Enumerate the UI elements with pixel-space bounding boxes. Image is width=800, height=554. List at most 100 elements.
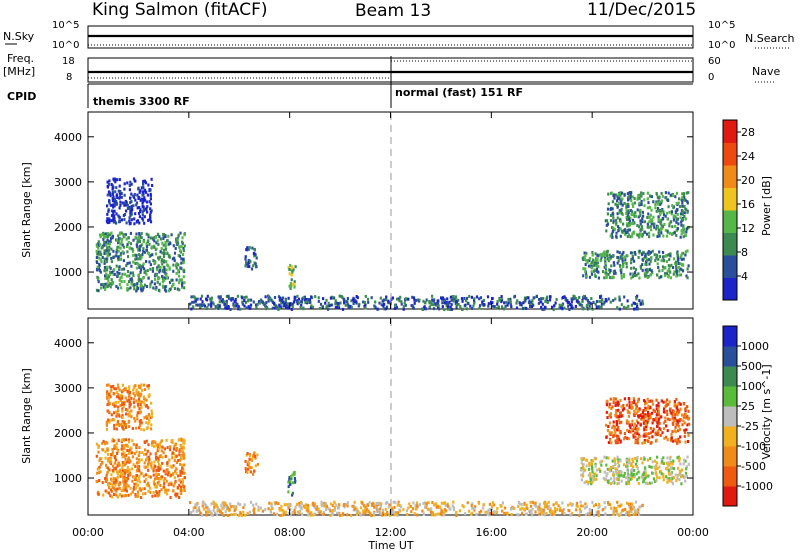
velocity-echo-cell — [628, 400, 631, 404]
velocity-echo-cell — [606, 480, 609, 483]
velocity-echo-cell — [177, 474, 180, 478]
power-echo-cell — [567, 304, 570, 308]
velocity-echo-cell — [657, 419, 660, 423]
power-echo-cell — [626, 254, 629, 258]
power-echo-cell — [137, 197, 140, 200]
power-echo-cell — [305, 300, 308, 304]
power-echo-cell — [616, 261, 619, 265]
velocity-echo-cell — [682, 462, 685, 466]
power-echo-cell — [129, 213, 132, 217]
velocity-echo-cell — [449, 507, 452, 511]
power-echo-cell — [620, 276, 623, 280]
velocity-echo-cell — [668, 418, 671, 422]
velocity-echo-cell — [651, 460, 654, 464]
power-echo-cell — [175, 278, 178, 282]
power-echo-cell — [119, 190, 122, 193]
velocity-echo-cell — [267, 507, 270, 511]
power-echo-cell — [121, 237, 124, 241]
power-echo-cell — [241, 300, 244, 304]
power-echo-cell — [145, 260, 148, 263]
power-echo-cell — [671, 204, 674, 208]
velocity-echo-cell — [458, 509, 461, 513]
velocity-echo-cell — [161, 461, 164, 465]
velocity-echo-cell — [675, 406, 678, 410]
velocity-echo-cell — [157, 447, 160, 451]
power-echo-cell — [126, 262, 129, 265]
velocity-echo-cell — [628, 430, 631, 433]
power-echo-cell — [646, 206, 649, 210]
power-echo-cell — [655, 227, 658, 231]
power-echo-cell — [138, 232, 141, 235]
velocity-echo-cell — [582, 457, 585, 461]
velocity-echo-cell — [538, 502, 541, 506]
power-echo-cell — [412, 296, 416, 300]
velocity-echo-cell — [207, 508, 210, 512]
velocity-echo-cell — [623, 474, 626, 478]
power-echo-cell — [667, 199, 670, 202]
velocity-echo-cell — [147, 468, 150, 472]
power-echo-cell — [636, 305, 639, 308]
power-echo-cell — [177, 263, 180, 267]
velocity-echo-cell — [147, 489, 150, 493]
power-echo-cell — [672, 205, 675, 209]
power-echo-cell — [169, 242, 172, 246]
power-echo-cell — [398, 299, 401, 303]
power-echo-cell — [255, 265, 258, 268]
velocity-echo-cell — [655, 417, 658, 420]
velocity-echo-cell — [110, 473, 113, 477]
velocity-colorbar-segment — [723, 466, 737, 487]
power-echo-cell — [587, 301, 590, 305]
velocity-echo-cell — [134, 482, 137, 486]
power-echo-cell — [175, 271, 178, 275]
velocity-echo-cell — [150, 412, 154, 416]
power-echo-cell — [454, 297, 457, 301]
velocity-echo-cell — [642, 409, 645, 413]
power-echo-cell — [133, 179, 136, 183]
power-echo-cell — [154, 252, 158, 256]
power-echo-cell — [130, 192, 133, 196]
velocity-echo-cell — [117, 461, 120, 465]
velocity-echo-cell — [622, 508, 625, 512]
velocity-echo-cell — [127, 456, 130, 460]
velocity-echo-cell — [121, 420, 124, 424]
velocity-echo-cell — [617, 465, 620, 469]
power-echo-cell — [561, 303, 564, 307]
velocity-echo-cell — [673, 400, 676, 403]
power-echo-cell — [381, 299, 385, 303]
velocity-echo-cell — [138, 394, 141, 398]
velocity-echo-cell — [181, 470, 184, 474]
power-echo-cell — [630, 303, 633, 307]
velocity-echo-cell — [127, 412, 130, 416]
velocity-echo-cell — [106, 395, 109, 399]
power-echo-cell — [103, 260, 106, 264]
power-echo-cell — [141, 288, 144, 292]
velocity-echo-cell — [632, 426, 636, 430]
power-echo-cell — [630, 221, 633, 225]
velocity-echo-cell — [591, 459, 595, 463]
power-echo-cell — [134, 212, 137, 216]
power-echo-cell — [128, 261, 131, 265]
velocity-echo-cell — [138, 411, 141, 415]
velocity-echo-cell — [147, 461, 150, 464]
velocity-echo-cell — [95, 480, 98, 483]
velocity-echo-cell — [138, 424, 141, 428]
velocity-echo-cell — [291, 493, 294, 497]
velocity-echo-cell — [632, 435, 635, 439]
velocity-echo-cell — [679, 407, 682, 411]
power-echo-cell — [130, 218, 133, 222]
velocity-echo-cell — [679, 418, 682, 421]
power-echo-cell — [621, 191, 624, 195]
velocity-echo-cell — [107, 491, 111, 495]
velocity-echo-cell — [620, 479, 623, 483]
velocity-echo-cell — [158, 443, 162, 447]
power-echo-cell — [492, 304, 495, 308]
velocity-echo-cell — [246, 512, 249, 515]
power-echo-cell — [152, 236, 155, 240]
power-echo-cell — [203, 304, 206, 308]
velocity-echo-cell — [590, 482, 593, 486]
power-echo-cell — [574, 304, 577, 308]
velocity-echo-cell — [113, 439, 116, 443]
velocity-echo-cell — [681, 468, 684, 472]
power-echo-cell — [580, 304, 584, 308]
velocity-echo-cell — [581, 472, 585, 476]
